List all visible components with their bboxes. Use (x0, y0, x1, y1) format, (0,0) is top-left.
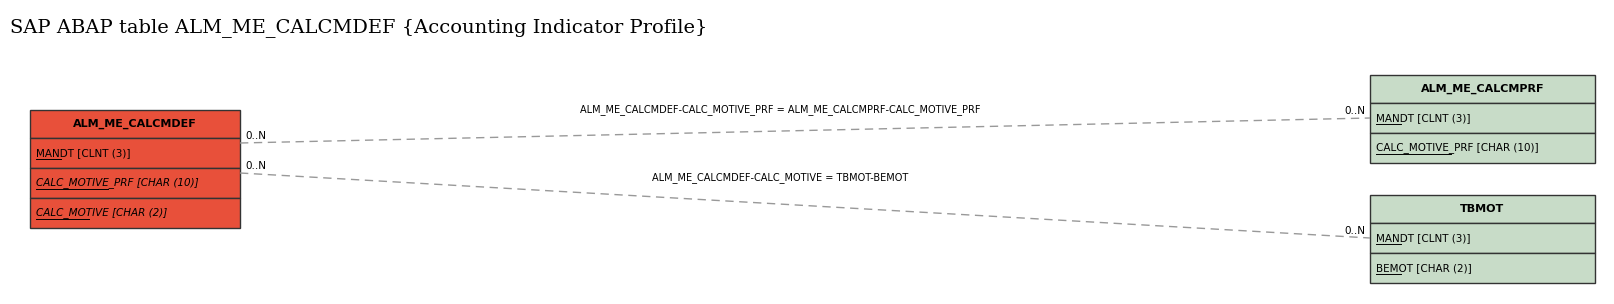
Text: 0..N: 0..N (1343, 106, 1364, 116)
Bar (31, 110, 240, 138)
Text: 0..N: 0..N (1343, 226, 1364, 236)
Text: CALC_MOTIVE_PRF [CHAR (10)]: CALC_MOTIVE_PRF [CHAR (10)] (36, 178, 199, 188)
Bar (31, 198, 240, 228)
Text: MANDT [CLNT (3)]: MANDT [CLNT (3)] (36, 148, 131, 158)
Bar (31, 168, 240, 198)
Text: ALM_ME_CALCMDEF-CALC_MOTIVE_PRF = ALM_ME_CALCMPRF-CALC_MOTIVE_PRF: ALM_ME_CALCMDEF-CALC_MOTIVE_PRF = ALM_ME… (579, 104, 980, 115)
Text: SAP ABAP table ALM_ME_CALCMDEF {Accounting Indicator Profile}: SAP ABAP table ALM_ME_CALCMDEF {Accounti… (10, 19, 707, 37)
Text: 0..N: 0..N (245, 131, 266, 141)
Bar (1369, 75, 1595, 103)
Text: MANDT [CLNT (3)]: MANDT [CLNT (3)] (1375, 233, 1470, 243)
Text: ALM_ME_CALCMPRF: ALM_ME_CALCMPRF (1420, 84, 1543, 94)
Text: 0..N: 0..N (245, 161, 266, 171)
Text: ALM_ME_CALCMDEF-CALC_MOTIVE = TBMOT-BEMOT: ALM_ME_CALCMDEF-CALC_MOTIVE = TBMOT-BEMO… (652, 172, 907, 183)
Bar (1369, 195, 1595, 223)
Bar (1369, 133, 1595, 163)
Bar (1369, 253, 1595, 283)
Text: MANDT [CLNT (3)]: MANDT [CLNT (3)] (1375, 113, 1470, 123)
Text: ALM_ME_CALCMDEF: ALM_ME_CALCMDEF (73, 119, 197, 129)
Bar (31, 138, 240, 168)
Bar (1369, 103, 1595, 133)
Bar (1369, 223, 1595, 253)
Text: CALC_MOTIVE [CHAR (2)]: CALC_MOTIVE [CHAR (2)] (36, 208, 168, 219)
Text: TBMOT: TBMOT (1459, 204, 1504, 214)
Text: BEMOT [CHAR (2)]: BEMOT [CHAR (2)] (1375, 263, 1470, 273)
Text: CALC_MOTIVE_PRF [CHAR (10)]: CALC_MOTIVE_PRF [CHAR (10)] (1375, 143, 1538, 154)
